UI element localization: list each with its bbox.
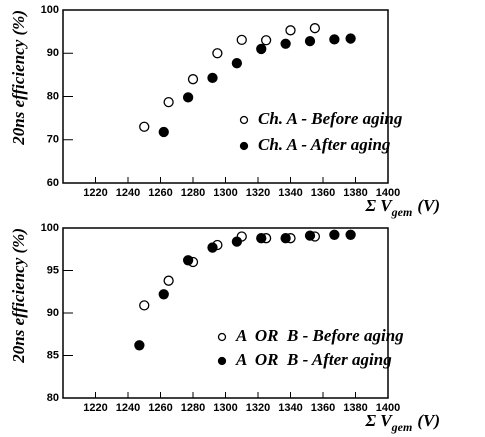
x-tick-label: 1300	[213, 402, 237, 414]
marker	[345, 33, 356, 44]
legend-label: A OR B - After aging	[235, 350, 392, 369]
marker	[139, 300, 150, 311]
marker	[231, 58, 243, 69]
y-tick-label: 100	[41, 222, 59, 234]
x-axis-title: Σ Vgem (V)	[365, 196, 440, 219]
x-tick-label: 1260	[148, 402, 172, 414]
marker	[134, 340, 145, 351]
x-title-sub: gem	[391, 205, 413, 219]
legend-marker	[217, 356, 227, 366]
marker	[182, 255, 194, 266]
y-tick-label: 80	[47, 392, 59, 404]
marker	[158, 126, 169, 138]
y-axis-title: 20ns efficiency (%)	[9, 10, 28, 146]
marker	[329, 229, 340, 240]
x-tick-label: 1380	[343, 187, 367, 199]
x-tick-label: 1400	[376, 402, 400, 414]
x-tick-label: 1320	[246, 187, 270, 199]
x-tick-label: 1240	[116, 187, 140, 199]
legend-marker	[239, 141, 249, 151]
marker	[256, 233, 267, 244]
marker	[139, 121, 150, 132]
marker	[256, 43, 267, 55]
x-tick-label: 1360	[311, 402, 335, 414]
x-title-unit: (V)	[417, 411, 440, 430]
marker	[236, 34, 247, 45]
marker	[163, 96, 174, 108]
x-tick-label: 1320	[246, 402, 270, 414]
y-tick-label: 90	[47, 307, 59, 319]
x-title-main: Σ V	[365, 196, 394, 215]
marker	[260, 35, 272, 46]
marker	[304, 230, 316, 241]
marker	[345, 229, 356, 240]
marker	[207, 242, 218, 253]
marker	[304, 35, 316, 47]
marker	[212, 48, 223, 59]
x-axis-title: Σ Vgem (V)	[365, 411, 440, 434]
x-title-main: Σ V	[365, 411, 394, 430]
legend-label: Ch. A - After aging	[258, 135, 391, 154]
y-tick-label: 85	[47, 349, 59, 361]
marker	[280, 233, 291, 244]
marker	[329, 34, 340, 45]
x-title-unit: (V)	[417, 196, 440, 215]
y-tick-label: 95	[47, 264, 59, 276]
x-tick-label: 1380	[343, 402, 367, 414]
x-tick-label: 1340	[278, 187, 302, 199]
legend-marker	[239, 115, 249, 125]
legend-label: A OR B - Before aging	[235, 326, 404, 345]
legend-label: Ch. A - Before aging	[258, 109, 403, 128]
y-tick-label: 80	[47, 90, 59, 102]
marker	[163, 275, 174, 286]
x-tick-label: 1280	[181, 187, 205, 199]
y-tick-label: 100	[41, 4, 59, 16]
marker	[182, 92, 194, 103]
x-tick-label: 1400	[376, 187, 400, 199]
x-tick-label: 1220	[83, 187, 107, 199]
x-tick-label: 1240	[116, 402, 140, 414]
y-axis-title: 20ns efficiency (%)	[9, 228, 28, 364]
marker	[158, 289, 169, 300]
marker	[231, 236, 243, 247]
plot-frame	[62, 227, 389, 399]
x-tick-label: 1280	[181, 402, 205, 414]
marker	[207, 72, 218, 84]
x-tick-label: 1300	[213, 187, 237, 199]
y-tick-label: 70	[47, 134, 59, 146]
marker	[285, 25, 296, 36]
legend-marker	[217, 332, 227, 342]
plot-frame	[62, 9, 389, 184]
y-tick-label: 90	[47, 47, 59, 59]
marker	[187, 74, 199, 85]
marker	[309, 23, 321, 34]
y-tick-label: 60	[47, 177, 59, 189]
x-tick-label: 1260	[148, 187, 172, 199]
x-tick-label: 1340	[278, 402, 302, 414]
x-title-sub: gem	[391, 420, 413, 434]
x-tick-label: 1360	[311, 187, 335, 199]
x-tick-label: 1220	[83, 402, 107, 414]
marker	[280, 38, 291, 49]
